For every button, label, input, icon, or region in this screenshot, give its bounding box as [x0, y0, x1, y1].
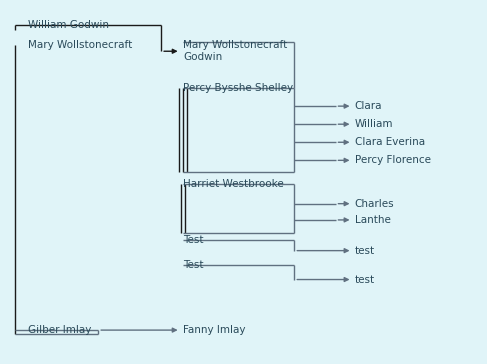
Text: Mary Wollstonecraft: Mary Wollstonecraft — [28, 40, 132, 50]
Text: Percy Florence: Percy Florence — [355, 155, 431, 165]
Text: Gilber Imlay: Gilber Imlay — [28, 325, 92, 335]
Text: Test: Test — [183, 235, 204, 245]
Text: test: test — [355, 246, 375, 256]
Text: test: test — [355, 274, 375, 285]
Text: Clara Everina: Clara Everina — [355, 137, 425, 147]
Text: William Godwin: William Godwin — [28, 20, 109, 30]
Text: Fanny Imlay: Fanny Imlay — [183, 325, 245, 335]
Text: Test: Test — [183, 260, 204, 270]
Text: Clara: Clara — [355, 101, 382, 111]
Text: William: William — [355, 119, 393, 129]
Text: Percy Bysshe Shelley: Percy Bysshe Shelley — [183, 83, 293, 93]
Text: Harriet Westbrooke: Harriet Westbrooke — [183, 179, 284, 189]
Text: Lanthe: Lanthe — [355, 215, 391, 225]
Text: Charles: Charles — [355, 199, 394, 209]
Text: Mary Wollstonecraft
Godwin: Mary Wollstonecraft Godwin — [183, 40, 287, 62]
